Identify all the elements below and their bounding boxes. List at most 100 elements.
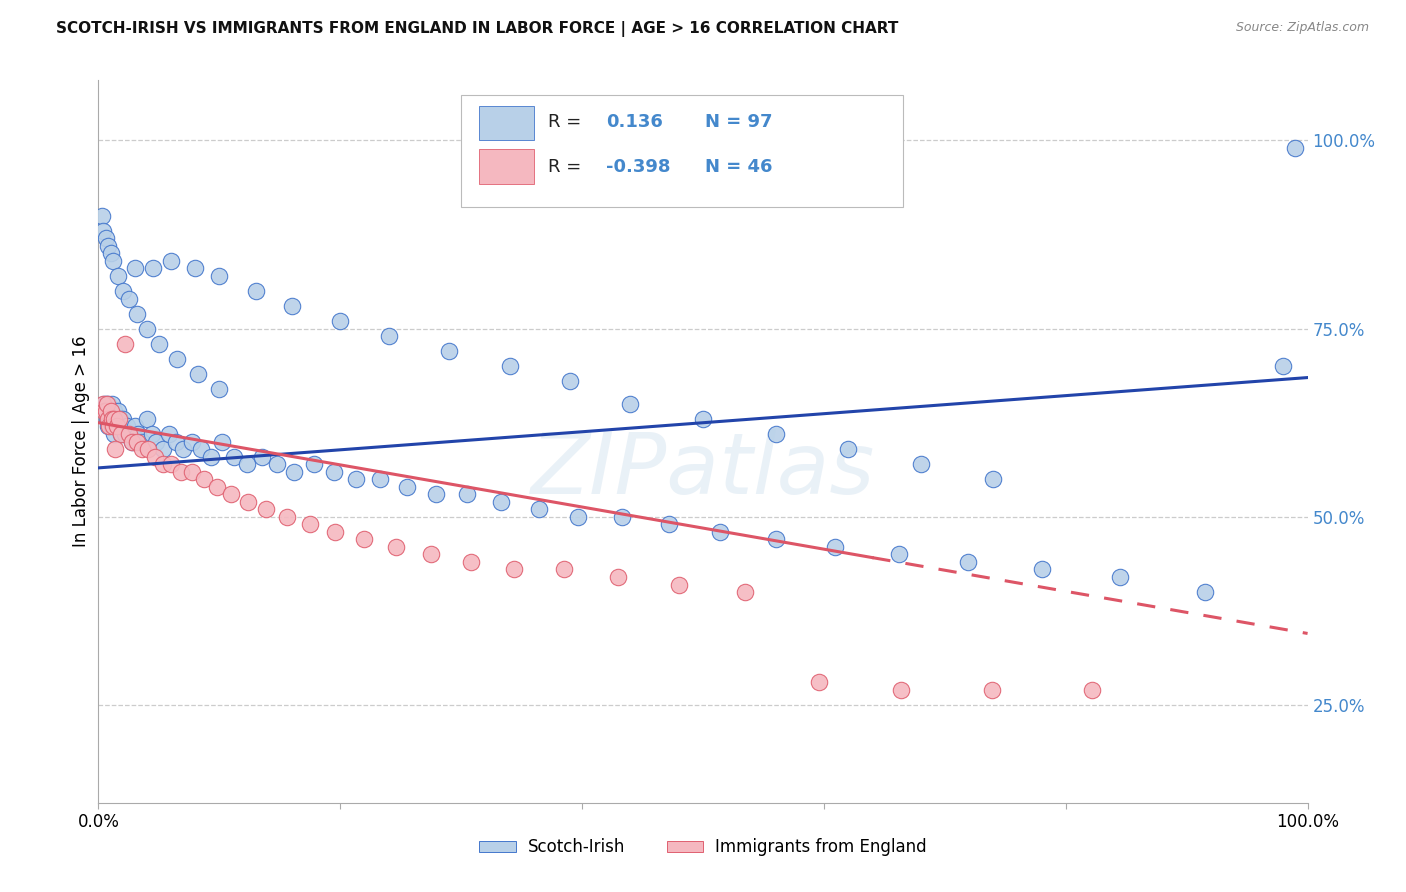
Point xyxy=(250,450,273,464)
Point xyxy=(837,442,859,456)
Point xyxy=(117,419,139,434)
Point xyxy=(567,509,589,524)
Text: N = 97: N = 97 xyxy=(706,113,773,131)
Point xyxy=(344,472,367,486)
Point xyxy=(152,457,174,471)
Point xyxy=(981,682,1004,697)
Point xyxy=(205,480,228,494)
Point xyxy=(353,533,375,547)
Point xyxy=(91,209,114,223)
Point xyxy=(824,540,846,554)
Point xyxy=(121,434,143,449)
Point xyxy=(107,268,129,283)
Point xyxy=(94,404,117,418)
Point xyxy=(299,517,322,532)
Point xyxy=(709,524,731,539)
Point xyxy=(184,261,207,276)
Point xyxy=(127,427,149,442)
Point xyxy=(105,412,128,426)
Point xyxy=(143,450,166,464)
Point xyxy=(208,382,231,396)
Point xyxy=(180,465,202,479)
Point xyxy=(100,397,122,411)
FancyBboxPatch shape xyxy=(461,95,903,207)
Text: R =: R = xyxy=(548,158,582,176)
Text: -0.398: -0.398 xyxy=(606,158,671,176)
Point xyxy=(323,465,346,479)
Point xyxy=(658,517,681,532)
Point xyxy=(91,224,114,238)
Point xyxy=(200,450,222,464)
Point xyxy=(101,254,124,268)
Point xyxy=(93,397,115,411)
Point xyxy=(193,472,215,486)
Point xyxy=(283,465,305,479)
Point xyxy=(160,254,183,268)
Point xyxy=(981,472,1004,486)
Point xyxy=(96,412,118,426)
Point xyxy=(172,442,194,456)
Point xyxy=(211,434,233,449)
Point xyxy=(1272,359,1295,374)
Point xyxy=(527,502,550,516)
Point xyxy=(165,434,187,449)
Point xyxy=(498,359,520,374)
Point xyxy=(104,412,127,426)
Point xyxy=(124,419,146,434)
Point xyxy=(245,284,267,298)
Point xyxy=(187,367,209,381)
Y-axis label: In Labor Force | Age > 16: In Labor Force | Age > 16 xyxy=(72,335,90,548)
Point xyxy=(131,442,153,456)
Point xyxy=(104,442,127,456)
Point xyxy=(610,509,633,524)
Point xyxy=(103,427,125,442)
Point xyxy=(145,434,167,449)
Point xyxy=(266,457,288,471)
FancyBboxPatch shape xyxy=(479,105,534,140)
Point xyxy=(103,404,125,418)
Point xyxy=(329,314,352,328)
Point xyxy=(118,427,141,442)
Point xyxy=(96,397,118,411)
Point xyxy=(385,540,408,554)
Point xyxy=(100,412,122,426)
Point xyxy=(98,419,121,434)
Point xyxy=(121,434,143,449)
Point xyxy=(489,494,512,508)
Point xyxy=(208,268,231,283)
Point xyxy=(221,487,243,501)
Point xyxy=(607,570,630,584)
Point xyxy=(110,427,132,442)
Point xyxy=(100,404,122,418)
Point xyxy=(107,404,129,418)
Legend: Scotch-Irish, Immigrants from England: Scotch-Irish, Immigrants from England xyxy=(472,831,934,863)
Point xyxy=(98,404,121,418)
Point xyxy=(395,480,418,494)
Point xyxy=(100,246,122,260)
Point xyxy=(152,442,174,456)
Point xyxy=(910,457,932,471)
Point xyxy=(96,404,118,418)
Text: R =: R = xyxy=(548,113,582,131)
Point xyxy=(135,321,157,335)
Point xyxy=(368,472,391,486)
Point xyxy=(420,548,443,562)
Point xyxy=(553,562,575,576)
Point xyxy=(94,397,117,411)
Point xyxy=(114,336,136,351)
FancyBboxPatch shape xyxy=(479,149,534,184)
Point xyxy=(136,442,159,456)
Point xyxy=(97,239,120,253)
Text: SCOTCH-IRISH VS IMMIGRANTS FROM ENGLAND IN LABOR FORCE | AGE > 16 CORRELATION CH: SCOTCH-IRISH VS IMMIGRANTS FROM ENGLAND … xyxy=(56,21,898,37)
Point xyxy=(97,397,120,411)
Point xyxy=(118,427,141,442)
Point xyxy=(101,412,124,426)
Text: Source: ZipAtlas.com: Source: ZipAtlas.com xyxy=(1236,21,1369,35)
Point xyxy=(110,427,132,442)
Point xyxy=(1284,141,1306,155)
Point xyxy=(503,562,526,576)
Point xyxy=(135,412,157,426)
Point xyxy=(148,336,170,351)
Point xyxy=(98,412,121,426)
Point xyxy=(222,450,245,464)
